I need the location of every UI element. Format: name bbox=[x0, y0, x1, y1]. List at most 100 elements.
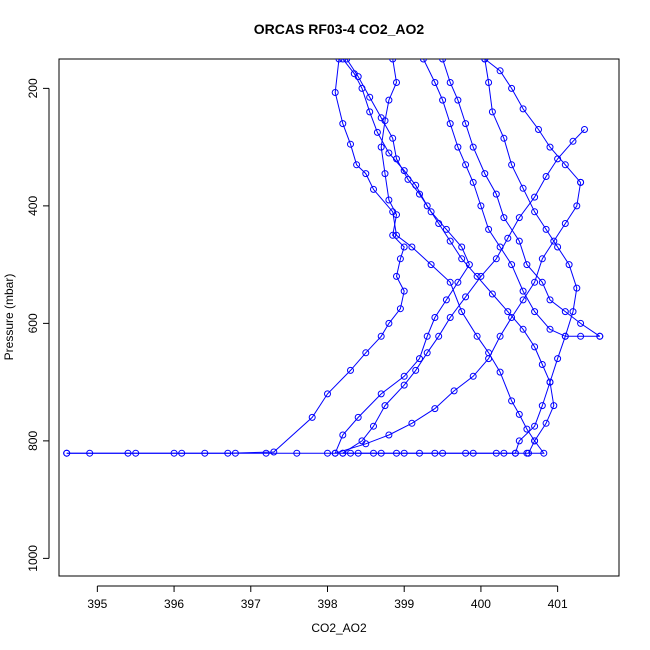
data-point bbox=[573, 202, 581, 210]
data-point bbox=[393, 211, 400, 219]
data-point bbox=[377, 143, 385, 151]
data-point bbox=[538, 278, 546, 286]
data-point bbox=[435, 220, 443, 227]
data-point bbox=[554, 243, 562, 251]
data-point bbox=[542, 173, 550, 180]
data-point bbox=[504, 234, 512, 242]
data-point bbox=[377, 390, 385, 398]
data-point bbox=[554, 155, 562, 163]
data-point bbox=[354, 413, 362, 421]
data-point bbox=[423, 332, 431, 340]
x-axis-label: CO2_AO2 bbox=[311, 621, 367, 635]
chart-title: ORCAS RF03-4 CO2_AO2 bbox=[254, 21, 425, 37]
data-point bbox=[462, 293, 470, 301]
data-point bbox=[124, 449, 132, 457]
data-point bbox=[393, 272, 400, 280]
data-point bbox=[500, 134, 508, 142]
data-point bbox=[531, 422, 539, 430]
series-line bbox=[484, 59, 578, 454]
data-point bbox=[531, 193, 539, 201]
data-point bbox=[339, 449, 347, 457]
series-line bbox=[66, 59, 545, 454]
series-1 bbox=[63, 59, 548, 457]
data-point bbox=[224, 449, 232, 457]
data-point bbox=[416, 355, 423, 363]
data-point bbox=[347, 140, 354, 148]
data-point bbox=[573, 284, 581, 292]
data-point bbox=[412, 366, 420, 374]
data-point bbox=[343, 59, 351, 63]
data-point bbox=[339, 431, 347, 439]
data-point bbox=[538, 402, 546, 410]
x-tick-label: 397 bbox=[241, 597, 261, 611]
series-10 bbox=[339, 126, 588, 457]
data-point bbox=[400, 381, 408, 389]
data-point bbox=[519, 325, 527, 333]
data-point bbox=[431, 449, 439, 457]
data-point bbox=[596, 332, 604, 340]
data-point bbox=[515, 237, 523, 245]
data-point bbox=[324, 390, 331, 398]
data-point bbox=[523, 261, 531, 269]
y-axis-label: Pressure (mbar) bbox=[2, 274, 16, 361]
data-point bbox=[481, 170, 489, 178]
data-point bbox=[477, 272, 485, 280]
data-point bbox=[540, 449, 548, 457]
data-point bbox=[331, 449, 339, 457]
data-point bbox=[531, 343, 539, 351]
data-point bbox=[423, 349, 431, 357]
data-point bbox=[339, 59, 347, 63]
data-point bbox=[458, 255, 466, 263]
plot-frame bbox=[58, 58, 620, 577]
data-point bbox=[442, 296, 450, 304]
data-point bbox=[353, 161, 361, 169]
x-tick-label: 400 bbox=[471, 597, 491, 611]
data-point bbox=[581, 126, 588, 133]
data-point bbox=[293, 449, 301, 457]
data-point bbox=[450, 387, 458, 395]
data-point bbox=[485, 355, 493, 363]
data-point bbox=[535, 126, 542, 133]
data-point bbox=[504, 308, 512, 316]
data-point bbox=[508, 161, 516, 169]
y-axis: 200 400 600 800 1000 bbox=[26, 78, 50, 572]
data-point bbox=[569, 308, 577, 316]
data-point bbox=[423, 202, 431, 210]
data-point bbox=[396, 255, 404, 263]
data-point bbox=[542, 419, 550, 427]
data-point bbox=[389, 59, 397, 63]
data-point bbox=[481, 59, 489, 63]
series-7 bbox=[481, 59, 585, 186]
data-point bbox=[565, 261, 573, 269]
data-point bbox=[473, 332, 481, 340]
data-point bbox=[473, 272, 481, 280]
series-line bbox=[66, 59, 405, 454]
series-3 bbox=[419, 59, 604, 340]
series-9 bbox=[339, 449, 519, 457]
x-tick-label: 398 bbox=[317, 597, 337, 611]
data-point bbox=[496, 67, 504, 75]
data-point bbox=[366, 108, 374, 116]
data-point bbox=[546, 325, 554, 333]
data-point bbox=[393, 231, 400, 239]
data-point bbox=[446, 79, 454, 86]
data-point bbox=[550, 237, 558, 245]
series-line bbox=[422, 59, 600, 337]
data-point bbox=[492, 255, 500, 263]
series-line bbox=[335, 182, 582, 454]
series-line bbox=[342, 129, 585, 454]
data-point bbox=[469, 178, 477, 186]
data-point bbox=[519, 184, 527, 192]
series-4 bbox=[439, 59, 604, 340]
data-point bbox=[370, 185, 377, 193]
data-point bbox=[385, 96, 393, 104]
data-point bbox=[515, 437, 523, 445]
data-point bbox=[577, 332, 585, 340]
data-point bbox=[396, 305, 404, 313]
data-point bbox=[362, 349, 370, 357]
data-point bbox=[354, 449, 362, 457]
data-point bbox=[400, 243, 408, 251]
data-point bbox=[419, 59, 427, 63]
data-point bbox=[385, 149, 393, 157]
data-point bbox=[458, 243, 466, 251]
